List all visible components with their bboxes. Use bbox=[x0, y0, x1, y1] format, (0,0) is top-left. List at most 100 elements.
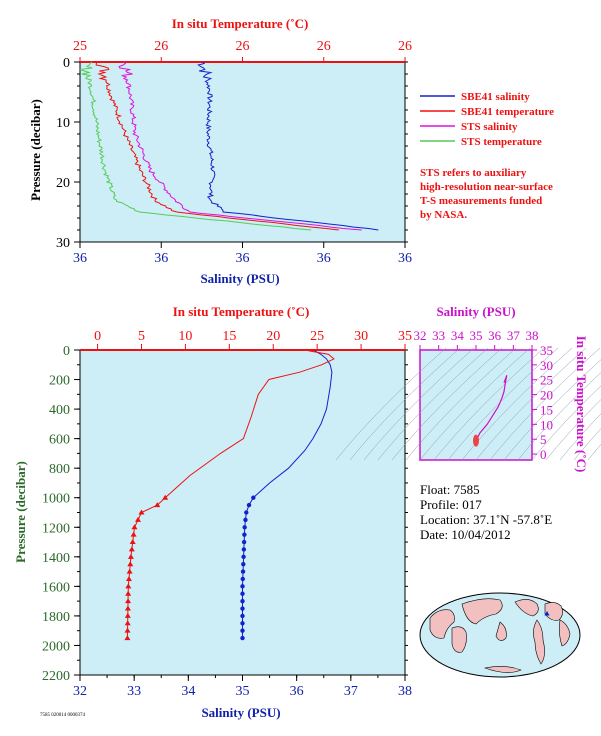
salinity-sample-marker bbox=[240, 591, 245, 596]
salinity-sample-marker bbox=[242, 525, 247, 530]
salinity-sample-marker bbox=[240, 635, 245, 641]
main-chart-top-tick-label: 25 bbox=[310, 329, 324, 344]
ts-chart-right-tick-label: 30 bbox=[540, 358, 553, 373]
salinity-sample-marker bbox=[240, 576, 245, 582]
map-land bbox=[429, 598, 571, 673]
legend-note-line-2: high-resolution near-surface bbox=[420, 181, 553, 193]
footer-code: 7585 020014 0000374 bbox=[40, 713, 86, 718]
ts-density-contour bbox=[377, 347, 489, 461]
main-chart-top-tick-label: 0 bbox=[94, 329, 101, 344]
top-chart-top-tick-label: 25 bbox=[73, 39, 87, 54]
salinity-sample-marker bbox=[241, 562, 246, 567]
salinity-sample-marker bbox=[241, 547, 247, 552]
ts-chart-right-tick-label: 15 bbox=[540, 402, 553, 417]
salinity-sample-marker bbox=[241, 539, 247, 545]
profile-date: Date: 10/04/2012 bbox=[420, 527, 511, 542]
ts-chart-top-axis-title: Salinity (PSU) bbox=[436, 304, 515, 319]
legend-label: STS salinity bbox=[461, 121, 518, 133]
ts-chart-top-tick-label: 32 bbox=[414, 328, 427, 343]
ts-density-contour bbox=[461, 347, 573, 461]
ts-density-contour bbox=[349, 347, 461, 461]
top-chart-left-tick-label: 30 bbox=[56, 236, 70, 251]
top-chart-series-line bbox=[197, 61, 379, 231]
top-chart-series-line bbox=[79, 61, 312, 231]
temperature-sample-marker bbox=[124, 620, 131, 626]
top-chart-top-axis-title: In situ Temperature (˚C) bbox=[172, 16, 309, 31]
top-chart-bottom-axis-title: Salinity (PSU) bbox=[200, 271, 279, 286]
main-chart-bottom-tick-label: 34 bbox=[181, 684, 195, 699]
ts-density-contour bbox=[587, 443, 601, 461]
ts-density-contour bbox=[489, 347, 601, 461]
salinity-sample-marker bbox=[244, 510, 249, 515]
top-chart-plot-area bbox=[79, 61, 406, 243]
ts-chart-top-tick-label: 38 bbox=[526, 328, 539, 343]
main-chart-left-tick-label: 800 bbox=[49, 462, 70, 477]
main-chart-left-tick-label: 400 bbox=[49, 403, 70, 418]
ts-density-contour bbox=[391, 347, 503, 461]
ts-chart-top-ticks: 32 33 34 35 36 37 38 bbox=[414, 328, 539, 350]
ts-density-contour bbox=[573, 428, 601, 461]
legend-note-line-1: STS refers to auxiliary bbox=[420, 167, 527, 179]
main-chart-left-tick-label: 1600 bbox=[42, 580, 70, 595]
top-chart-top-tick-label: 26 bbox=[154, 39, 168, 54]
main-chart-top-axis-title: In situ Temperature (˚C) bbox=[173, 304, 310, 319]
main-chart-top-tick-label: 10 bbox=[178, 329, 192, 344]
temperature-sample-marker bbox=[162, 494, 169, 500]
main-chart: In situ Temperature (˚C) 0 5 10 15 20 25 30 35 … bbox=[13, 304, 412, 720]
legend: SBE41 salinity SBE41 temperature STS salin… bbox=[420, 91, 554, 221]
temperature-sample-marker bbox=[124, 605, 131, 611]
legend-note-line-3: T-S measurements funded bbox=[420, 195, 542, 207]
temperature-sample-marker bbox=[128, 546, 135, 552]
temperature-sample-marker bbox=[130, 531, 137, 537]
ts-density-contour bbox=[503, 359, 601, 461]
ts-density-contour bbox=[419, 347, 531, 461]
main-chart-left-tick-label: 2000 bbox=[42, 639, 70, 654]
main-chart-bottom-ticks: 32 33 34 35 36 37 38 bbox=[73, 675, 412, 699]
temperature-sample-marker bbox=[125, 583, 132, 589]
ts-chart: Salinity (PSU) 32 33 34 35 36 37 38 0510152025… bbox=[335, 304, 601, 473]
main-chart-top-tick-label: 15 bbox=[222, 329, 236, 344]
ts-chart-right-tick-label: 25 bbox=[540, 373, 553, 388]
ts-chart-right-tick-label: 5 bbox=[540, 432, 547, 447]
top-chart-bottom-tick-label: 36 bbox=[317, 251, 331, 266]
main-chart-bottom-tick-label: 32 bbox=[73, 684, 87, 699]
top-chart-bottom-ticks: 36 36 36 36 36 bbox=[73, 242, 412, 266]
ts-chart-right-axis-title: In situ Temperature (˚C) bbox=[574, 336, 589, 473]
top-chart: In situ Temperature (˚C) 25 26 26 26 26 0 10 2… bbox=[28, 16, 412, 286]
ts-density-contour bbox=[335, 347, 447, 461]
ts-chart-top-tick-label: 37 bbox=[507, 328, 521, 343]
legend-label: SBE41 temperature bbox=[461, 106, 554, 118]
ts-density-contour bbox=[405, 347, 517, 461]
main-chart-bottom-tick-label: 37 bbox=[344, 684, 358, 699]
main-chart-left-tick-label: 1800 bbox=[42, 610, 70, 625]
temperature-sample-marker bbox=[125, 575, 132, 581]
ts-curve bbox=[475, 375, 508, 444]
top-chart-left-tick-label: 0 bbox=[63, 56, 70, 71]
main-chart-top-tick-label: 5 bbox=[138, 329, 145, 344]
ts-density-contours bbox=[335, 347, 601, 461]
ts-chart-right-tick-label: 0 bbox=[540, 447, 547, 462]
top-chart-left-tick-label: 10 bbox=[56, 116, 70, 131]
float-location: Location: 37.1˚N -57.8˚E bbox=[420, 512, 552, 527]
main-chart-bottom-tick-label: 38 bbox=[398, 684, 412, 699]
legend-label: SBE41 salinity bbox=[461, 91, 530, 103]
ts-deep-cluster bbox=[473, 434, 479, 447]
top-chart-series-line bbox=[118, 61, 362, 231]
ts-chart-series bbox=[473, 375, 508, 447]
temperature-sample-marker bbox=[138, 509, 145, 515]
temperature-sample-marker bbox=[154, 502, 161, 508]
main-chart-left-tick-label: 1400 bbox=[42, 551, 70, 566]
main-chart-left-tick-label: 200 bbox=[49, 374, 70, 389]
ts-chart-top-tick-label: 36 bbox=[488, 328, 502, 343]
ts-chart-right-tick-label: 35 bbox=[540, 343, 553, 358]
salinity-sample-marker bbox=[241, 554, 246, 560]
main-chart-left-tick-label: 1200 bbox=[42, 521, 70, 536]
main-chart-left-axis-title: Pressure (decibar) bbox=[13, 461, 28, 563]
temperature-sample-marker bbox=[127, 561, 134, 567]
top-chart-top-tick-label: 26 bbox=[398, 39, 412, 54]
ts-density-contour bbox=[545, 399, 601, 461]
top-chart-series bbox=[79, 61, 379, 231]
main-chart-top-tick-label: 35 bbox=[398, 329, 412, 344]
